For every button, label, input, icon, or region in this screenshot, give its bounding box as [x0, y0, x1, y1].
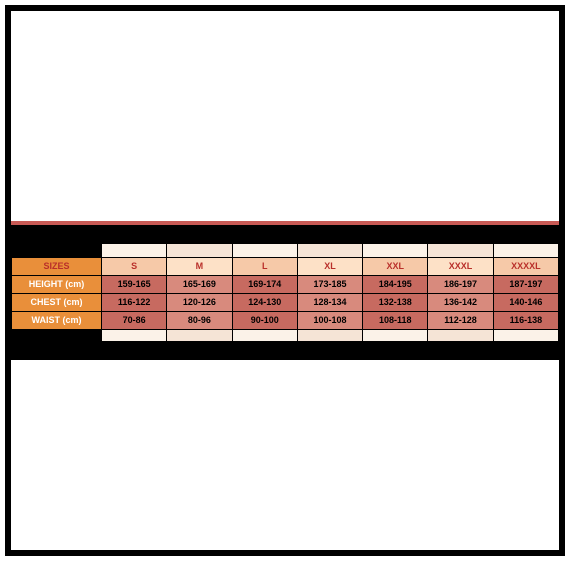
strip-cell	[232, 244, 297, 258]
size-col-m: M	[167, 258, 232, 276]
spacer-bottom	[11, 342, 559, 360]
cell-height-m: 165-169	[167, 276, 232, 294]
size-col-xxxl: XXXL	[428, 258, 493, 276]
cell-height-xl: 173-185	[297, 276, 362, 294]
strip-cell	[297, 244, 362, 258]
cell-height-xxxl: 186-197	[428, 276, 493, 294]
strip-cell	[493, 330, 558, 342]
strip-cell	[493, 244, 558, 258]
row-chest: CHEST (cm) 116-122 120-126 124-130 128-1…	[12, 294, 559, 312]
size-col-xl: XL	[297, 258, 362, 276]
cell-chest-xl: 128-134	[297, 294, 362, 312]
cell-chest-xxxl: 136-142	[428, 294, 493, 312]
cell-height-s: 159-165	[102, 276, 167, 294]
size-chart-band: SIZES S M L XL XXL XXXL XXXXL HEIGHT (cm…	[11, 221, 559, 360]
row-height: HEIGHT (cm) 159-165 165-169 169-174 173-…	[12, 276, 559, 294]
blank-cell	[12, 330, 102, 342]
size-col-s: S	[102, 258, 167, 276]
top-strip-row	[12, 244, 559, 258]
strip-cell	[102, 244, 167, 258]
cell-chest-xxl: 132-138	[363, 294, 428, 312]
size-chart-frame: SIZES S M L XL XXL XXXL XXXXL HEIGHT (cm…	[5, 5, 565, 556]
header-chest: CHEST (cm)	[12, 294, 102, 312]
strip-cell	[167, 330, 232, 342]
bottom-strip-row	[12, 330, 559, 342]
cell-height-xxl: 184-195	[363, 276, 428, 294]
cell-chest-m: 120-126	[167, 294, 232, 312]
blank-cell	[12, 244, 102, 258]
row-waist: WAIST (cm) 70-86 80-96 90-100 100-108 10…	[12, 312, 559, 330]
cell-chest-xxxxl: 140-146	[493, 294, 558, 312]
header-waist: WAIST (cm)	[12, 312, 102, 330]
cell-waist-xxxxl: 116-138	[493, 312, 558, 330]
spacer-top	[11, 225, 559, 243]
header-sizes: SIZES	[12, 258, 102, 276]
cell-chest-l: 124-130	[232, 294, 297, 312]
strip-cell	[428, 330, 493, 342]
strip-cell	[428, 244, 493, 258]
size-chart-table: SIZES S M L XL XXL XXXL XXXXL HEIGHT (cm…	[11, 243, 559, 342]
size-col-xxl: XXL	[363, 258, 428, 276]
strip-cell	[167, 244, 232, 258]
header-height: HEIGHT (cm)	[12, 276, 102, 294]
cell-waist-xl: 100-108	[297, 312, 362, 330]
cell-waist-l: 90-100	[232, 312, 297, 330]
cell-height-xxxxl: 187-197	[493, 276, 558, 294]
cell-chest-s: 116-122	[102, 294, 167, 312]
size-label-row: SIZES S M L XL XXL XXXL XXXXL	[12, 258, 559, 276]
strip-cell	[232, 330, 297, 342]
cell-waist-xxxl: 112-128	[428, 312, 493, 330]
strip-cell	[363, 330, 428, 342]
strip-cell	[297, 330, 362, 342]
cell-waist-xxl: 108-118	[363, 312, 428, 330]
strip-cell	[363, 244, 428, 258]
cell-height-l: 169-174	[232, 276, 297, 294]
cell-waist-s: 70-86	[102, 312, 167, 330]
cell-waist-m: 80-96	[167, 312, 232, 330]
size-col-xxxxl: XXXXL	[493, 258, 558, 276]
size-col-l: L	[232, 258, 297, 276]
strip-cell	[102, 330, 167, 342]
